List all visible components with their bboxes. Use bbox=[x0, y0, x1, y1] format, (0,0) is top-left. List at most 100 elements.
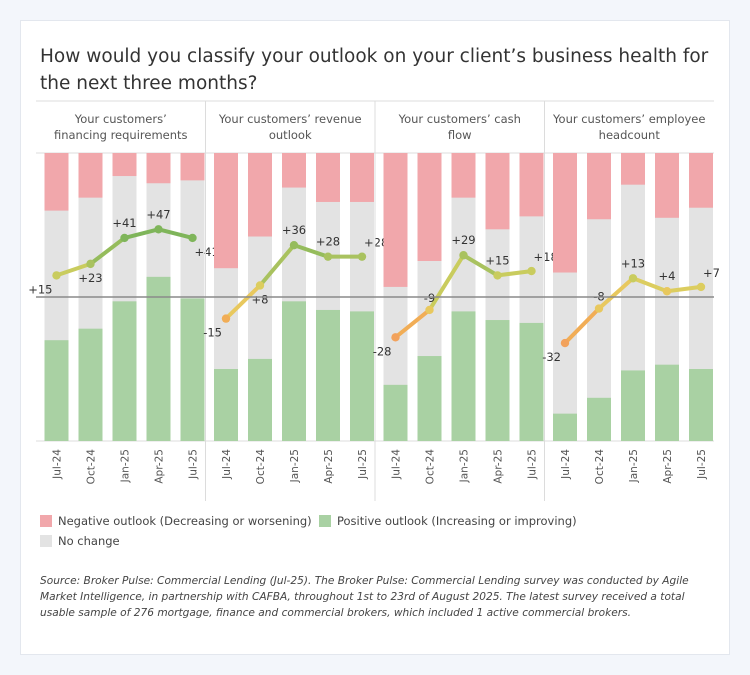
bar-positive bbox=[655, 364, 679, 441]
net-value-label: -32 bbox=[542, 350, 561, 364]
net-value-label: +23 bbox=[78, 271, 102, 285]
net-point bbox=[357, 252, 367, 261]
legend-swatch-negative bbox=[40, 515, 52, 527]
net-value-label: -15 bbox=[203, 326, 222, 340]
net-value-label: -9 bbox=[424, 291, 435, 305]
net-point bbox=[560, 338, 570, 348]
legend-swatch-no-change bbox=[40, 535, 52, 547]
net-line-segment bbox=[258, 243, 296, 288]
net-point bbox=[493, 271, 502, 280]
net-point bbox=[594, 304, 604, 313]
bar-negative bbox=[485, 153, 510, 230]
bar-positive bbox=[485, 320, 510, 441]
net-value-label: -28 bbox=[373, 344, 392, 358]
panel-title-line: flow bbox=[448, 128, 472, 142]
bar-positive bbox=[78, 328, 103, 441]
chart-card: How would you classify your outlook on y… bbox=[20, 20, 730, 655]
panel-title-line: headcount bbox=[599, 128, 661, 142]
legend-label-no-change: No change bbox=[58, 534, 120, 548]
bar-negative bbox=[689, 153, 713, 208]
net-line-segment bbox=[224, 283, 262, 321]
net-point bbox=[628, 274, 638, 283]
bar-positive bbox=[316, 309, 340, 441]
net-line-segment bbox=[292, 243, 330, 259]
bar-negative bbox=[214, 153, 238, 269]
net-line-segment bbox=[563, 306, 601, 346]
legend-label-positive: Positive outlook (Increasing or improvin… bbox=[337, 514, 577, 528]
bar-positive bbox=[350, 311, 374, 441]
net-value-label: +29 bbox=[451, 233, 475, 247]
bar-negative bbox=[519, 153, 544, 217]
bar-positive bbox=[180, 298, 205, 441]
bar-negative bbox=[553, 153, 577, 273]
x-tick-label: Oct-24 bbox=[86, 449, 98, 485]
net-point bbox=[459, 251, 468, 260]
panel-title-line: financing requirements bbox=[54, 128, 188, 142]
net-value-label: +41 bbox=[195, 245, 219, 259]
bar-negative bbox=[451, 153, 476, 198]
net-line-segment bbox=[156, 227, 195, 240]
net-value-label: +15 bbox=[485, 253, 509, 267]
x-tick-label: Jan-25 bbox=[459, 449, 471, 483]
bar-positive bbox=[519, 322, 544, 441]
bar-negative bbox=[282, 153, 306, 188]
bar-positive bbox=[621, 370, 645, 441]
bar-negative bbox=[248, 153, 272, 237]
x-tick-label: Apr-25 bbox=[323, 449, 335, 484]
panel-title: Your customers’ financing requirements bbox=[54, 112, 188, 142]
x-tick-label: Oct-24 bbox=[425, 449, 437, 485]
bar-positive bbox=[383, 384, 408, 441]
net-value-label: +4 bbox=[659, 269, 676, 283]
bar-positive bbox=[587, 397, 611, 441]
x-tick-label: Jul-25 bbox=[527, 449, 539, 480]
bar-negative bbox=[621, 153, 645, 185]
legend-label-negative: Negative outlook (Decreasing or worsenin… bbox=[58, 514, 312, 528]
legend-item-positive: Positive outlook (Increasing or improvin… bbox=[319, 514, 577, 528]
net-point bbox=[391, 333, 400, 342]
bar-negative bbox=[417, 153, 442, 261]
chart-title: How would you classify your outlook on y… bbox=[40, 46, 709, 94]
bar-negative bbox=[587, 153, 611, 220]
net-line-segment bbox=[495, 269, 534, 278]
net-point bbox=[86, 259, 95, 269]
net-point bbox=[323, 252, 333, 261]
net-value-label: +28 bbox=[364, 236, 388, 250]
bar-negative bbox=[44, 153, 69, 211]
net-point bbox=[221, 314, 231, 323]
net-point bbox=[255, 281, 265, 290]
x-tick-label: Jul-24 bbox=[52, 449, 64, 480]
bar-positive bbox=[146, 276, 171, 441]
bar-positive bbox=[689, 369, 713, 441]
bar-positive bbox=[553, 413, 577, 441]
net-line-segment bbox=[597, 276, 635, 311]
net-point bbox=[154, 225, 163, 234]
bar-negative bbox=[316, 153, 340, 202]
bar-positive bbox=[44, 340, 69, 441]
legend-item-negative: Negative outlook (Decreasing or worsenin… bbox=[40, 514, 312, 528]
net-value-label: +7 bbox=[703, 266, 720, 280]
source-note: Source: Broker Pulse: Commercial Lending… bbox=[40, 575, 689, 619]
net-line-segment bbox=[393, 307, 432, 340]
x-tick-label: Apr-25 bbox=[662, 449, 674, 484]
x-tick-label: Jan-25 bbox=[289, 449, 301, 483]
x-tick-label: Jul-24 bbox=[560, 449, 572, 480]
x-tick-label: Jul-25 bbox=[357, 449, 369, 480]
net-point bbox=[662, 287, 672, 296]
bar-negative bbox=[180, 153, 205, 181]
x-tick-label: Apr-25 bbox=[493, 449, 505, 484]
net-line-segment bbox=[461, 253, 500, 278]
panel-title-line: Your customers’ employee bbox=[552, 112, 705, 126]
bar-positive bbox=[451, 311, 476, 441]
net-point bbox=[696, 282, 706, 292]
net-value-label: +41 bbox=[112, 216, 136, 230]
net-value-label: +47 bbox=[146, 207, 170, 221]
panel-title: Your customers’ employee headcount bbox=[552, 112, 705, 142]
bar-negative bbox=[78, 153, 103, 198]
x-tick-label: Jul-24 bbox=[391, 449, 403, 480]
net-point bbox=[120, 233, 129, 243]
legend-swatch-positive bbox=[319, 515, 331, 527]
net-line-segment bbox=[54, 261, 93, 278]
net-line-segment bbox=[427, 253, 466, 312]
net-line-segment bbox=[88, 235, 127, 266]
x-tick-label: Jan-25 bbox=[628, 449, 640, 483]
